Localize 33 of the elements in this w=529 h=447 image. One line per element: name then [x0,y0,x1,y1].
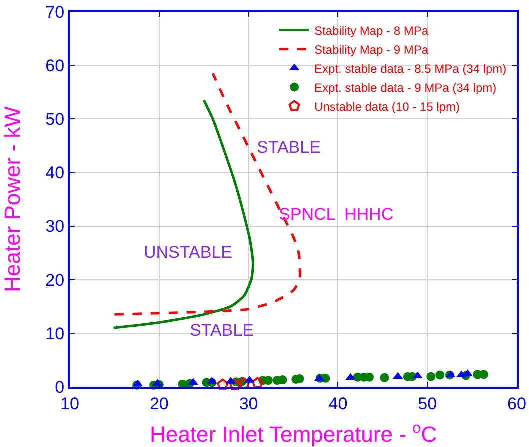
y-tick-label: 20 [46,270,65,290]
legend-label: Stability Map - 9 MPa [314,42,429,57]
y-tick-label: 40 [46,164,65,183]
x-axis-title: Heater Inlet Temperature - $^{o}$C [150,420,438,447]
point [436,370,445,380]
point [252,377,264,388]
y-tick-label: 70 [46,2,65,22]
y-tick-label: 0 [55,378,65,397]
point [217,378,229,390]
legend-label: Stability Map - 8 MPa [314,24,429,38]
y-tick-label: 30 [46,217,65,236]
legend-label: Expt. stable data - 8.5 MPa (34 lpm) [314,62,507,76]
x-tick-label: 30 [239,394,258,414]
point [346,373,356,380]
y-tick-label: 10 [46,324,65,344]
x-tick-label: 10 [60,394,80,414]
point [412,372,423,379]
annotation: STABLE [190,321,254,340]
legend-label: Unstable data (10 - 15 lpm) [314,100,460,114]
x-tick-label: 50 [418,394,438,414]
annotation: UNSTABLE [144,243,232,262]
legend-label: Expt. stable data - 9 MPa (34 lpm) [314,80,497,95]
y-axis-title: Heater Power - kW [0,106,25,292]
point [426,372,436,382]
x-tick-label: 40 [328,394,348,414]
y-tick-label: 60 [46,56,65,76]
y-tick-label: 50 [46,110,65,130]
point [230,379,242,390]
x-tick-label: 60 [508,394,526,414]
annotation: STABLE [257,138,321,157]
x-tick-label: 20 [150,394,169,414]
annotation: SPNCL HHHC [279,205,394,224]
point [380,373,390,382]
